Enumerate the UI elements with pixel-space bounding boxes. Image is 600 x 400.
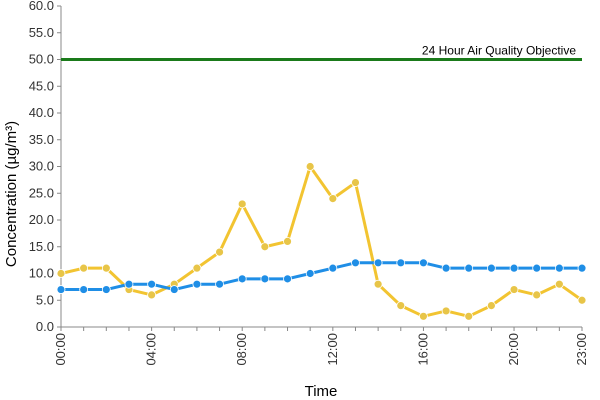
series-2-point [396, 258, 406, 268]
series-1-point [192, 263, 202, 273]
y-tick-label: 35.0 [29, 132, 54, 147]
y-tick-label: 25.0 [29, 185, 54, 200]
x-axis-title: Time [305, 383, 338, 400]
y-tick-label: 5.0 [36, 292, 54, 307]
x-tick-label: 12:00 [325, 333, 340, 366]
series-1-point [509, 285, 519, 294]
series-2 [56, 258, 587, 294]
y-tick-label: 20.0 [29, 212, 54, 227]
series-1-point [419, 311, 428, 321]
y-tick-label: 40.0 [29, 105, 54, 120]
series-1-point [237, 199, 247, 209]
series-2-point [351, 258, 360, 268]
series-1-point [486, 301, 496, 311]
series-2-point [305, 269, 315, 278]
series-2-point [441, 263, 451, 273]
series-1-point [101, 263, 111, 273]
series-2-point [79, 285, 89, 294]
series-1-point [260, 242, 270, 252]
series-1-point [215, 247, 224, 257]
y-axis-title: Concentration (µg/m³) [3, 121, 20, 267]
x-tick-label: 23:00 [574, 333, 589, 366]
series-2-point [169, 285, 179, 294]
series-2-point [215, 279, 224, 289]
y-tick-label: 50.0 [29, 52, 54, 67]
series-2-point [260, 274, 270, 284]
series-2-point [464, 263, 474, 273]
series-2-point [283, 274, 292, 284]
series-2-point [147, 279, 157, 289]
x-tick-label: 08:00 [234, 333, 249, 366]
series-2-point [419, 258, 428, 268]
series-group [56, 162, 587, 321]
reference-line-group: 24 Hour Air Quality Objective [61, 44, 582, 61]
series-2-point [124, 279, 134, 289]
series-1-point [464, 311, 474, 321]
y-tick-label: 30.0 [29, 159, 54, 174]
series-1-point [351, 178, 360, 187]
series-2-point [56, 285, 66, 294]
series-2-point [237, 274, 247, 284]
series-2-point [509, 263, 519, 273]
series-2-point [554, 263, 564, 273]
x-tick-label: 16:00 [415, 333, 430, 366]
series-1-point [283, 236, 292, 246]
series-1-point [396, 301, 406, 311]
series-2-point [577, 263, 587, 273]
series-1-point [305, 162, 315, 171]
series-2-point [373, 258, 383, 268]
series-1 [56, 162, 587, 321]
series-1-point [441, 306, 451, 316]
series-1-point [532, 290, 542, 300]
reference-line-label: 24 Hour Air Quality Objective [422, 44, 576, 58]
series-2-line [61, 261, 582, 292]
series-2-point [192, 279, 202, 289]
x-tick-label: 04:00 [144, 333, 159, 366]
y-tick-label: 60.0 [29, 0, 54, 13]
x-tick-label: 00:00 [53, 333, 68, 366]
series-2-point [532, 263, 542, 273]
y-tick-label: 55.0 [29, 25, 54, 40]
y-tick-label: 0.0 [36, 319, 54, 334]
y-tick-label: 15.0 [29, 239, 54, 254]
series-1-point [373, 279, 383, 289]
series-1-point [79, 263, 89, 273]
y-tick-label: 45.0 [29, 78, 54, 93]
series-1-point [328, 194, 338, 204]
x-tick-label: 20:00 [506, 333, 521, 366]
series-1-point [56, 269, 66, 278]
series-2-point [328, 263, 338, 273]
series-1-point [147, 290, 157, 300]
y-tick-label: 10.0 [29, 266, 54, 281]
axes: 0.0 5.0 10.0 15.0 20.0 25.0 30.0 35.0 40.0 45.0 50… [29, 0, 589, 366]
series-1-point [577, 295, 587, 305]
series-2-point [486, 263, 496, 273]
series-1-line [60, 165, 583, 318]
series-1-point [554, 279, 564, 289]
series-2-point [101, 285, 111, 294]
